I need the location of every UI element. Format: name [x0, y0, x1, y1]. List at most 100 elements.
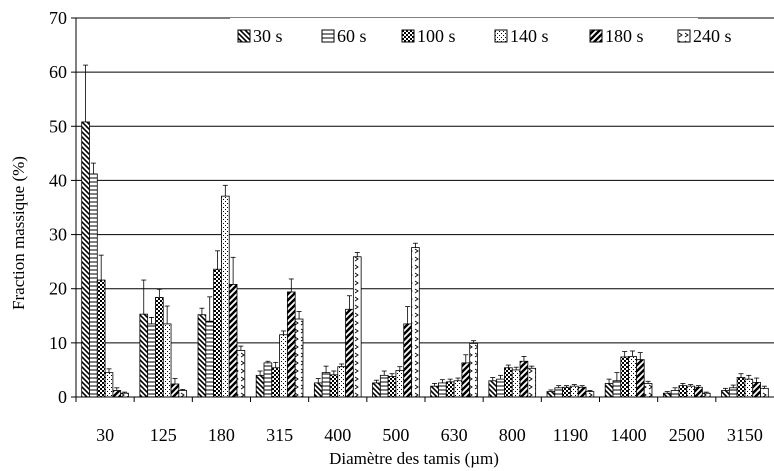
bar	[263, 362, 273, 398]
bar	[721, 390, 730, 398]
y-tick-label: 10	[49, 333, 67, 353]
legend-label: 60 s	[337, 26, 367, 46]
bar	[570, 385, 579, 398]
bar	[345, 308, 354, 398]
x-tick-label: 3150	[727, 425, 763, 445]
y-axis-label: Fraction massique (%)	[9, 156, 28, 310]
bar	[197, 314, 207, 398]
legend-item: 180 s	[589, 26, 644, 46]
bar	[686, 385, 695, 398]
bar	[352, 256, 362, 398]
bar	[387, 376, 397, 398]
y-tick-label: 60	[49, 62, 67, 82]
bar	[321, 372, 331, 398]
bar	[728, 387, 738, 398]
bar	[221, 195, 230, 398]
bar	[162, 323, 172, 398]
x-axis-ticks: 30 125 180 315 400 500 630 800 1190 1400 2500 3150	[75, 397, 763, 445]
bar	[453, 380, 463, 398]
bar	[643, 383, 653, 398]
bar	[313, 382, 323, 398]
legend-swatch	[321, 29, 335, 43]
bar	[445, 381, 455, 398]
legend-item: 60 s	[321, 26, 367, 46]
bar	[670, 390, 680, 398]
x-tick-label: 800	[499, 425, 526, 445]
y-tick-label: 70	[49, 8, 67, 28]
bar	[255, 374, 265, 398]
y-tick-label: 0	[58, 387, 67, 407]
bar	[635, 359, 645, 398]
legend-item: 240 s	[677, 26, 732, 46]
bar	[694, 386, 703, 398]
bar	[411, 247, 420, 398]
bar	[469, 342, 478, 398]
bar	[662, 392, 672, 398]
x-tick-label: 315	[266, 425, 293, 445]
x-tick-label: 400	[324, 425, 351, 445]
bar	[271, 367, 280, 398]
bar	[554, 387, 564, 398]
x-tick-label: 630	[441, 425, 468, 445]
bar	[120, 392, 129, 398]
y-axis-ticks: 0 10 20 30 40 50 60 70	[49, 8, 76, 407]
legend-swatch	[677, 29, 691, 43]
bar	[329, 374, 339, 398]
legend-swatch	[494, 29, 508, 43]
bar	[760, 387, 769, 398]
bar	[620, 356, 629, 398]
legend-label: 30 s	[253, 26, 283, 46]
bar	[81, 121, 90, 398]
bar	[379, 374, 389, 398]
bar	[372, 382, 381, 398]
y-tick-label: 20	[49, 279, 67, 299]
legend-swatch	[589, 29, 603, 43]
bar	[488, 380, 498, 398]
bar	[403, 323, 412, 398]
legend-label: 240 s	[693, 26, 732, 46]
bar	[236, 350, 246, 398]
legend-item: 30 s	[237, 26, 283, 46]
legend-item: 100 s	[401, 26, 456, 46]
bar	[736, 377, 746, 398]
bar	[585, 391, 595, 398]
bar	[337, 366, 346, 398]
bar	[461, 362, 471, 398]
bar	[577, 386, 587, 398]
bar	[170, 383, 180, 398]
bar	[294, 318, 304, 398]
legend-swatch	[401, 29, 415, 43]
x-axis-label: Diamètre des tamis (µm)	[329, 449, 499, 468]
x-tick-label: 500	[382, 425, 409, 445]
bar	[604, 383, 614, 398]
y-tick-label: 50	[49, 116, 67, 136]
bar	[112, 390, 122, 398]
x-tick-label: 30	[96, 425, 114, 445]
bar	[752, 381, 761, 398]
bar	[395, 370, 405, 398]
legend-label: 140 s	[510, 26, 549, 46]
y-tick-label: 40	[49, 170, 67, 190]
legend-label: 100 s	[417, 26, 456, 46]
bar	[527, 367, 537, 398]
bar	[286, 291, 296, 398]
y-tick-label: 30	[49, 225, 67, 245]
bar	[96, 279, 106, 398]
legend-label: 180 s	[605, 26, 644, 46]
bar	[546, 391, 556, 398]
bar	[504, 367, 513, 398]
bar	[511, 369, 521, 398]
legend-background	[230, 18, 698, 52]
axes	[75, 18, 774, 398]
bar	[104, 372, 114, 398]
bar	[279, 334, 288, 398]
bar	[147, 323, 156, 398]
x-tick-label: 1190	[553, 425, 588, 445]
x-tick-label: 125	[150, 425, 177, 445]
bar	[155, 296, 164, 398]
legend-item: 140 s	[494, 26, 549, 46]
bar	[205, 320, 215, 398]
bar	[438, 382, 447, 398]
bar	[701, 392, 711, 398]
